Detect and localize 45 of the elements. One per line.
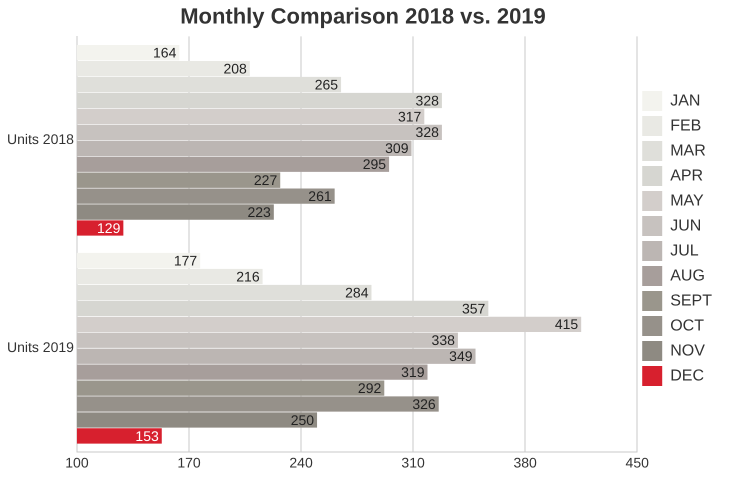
data-label: 349 [449, 348, 473, 364]
data-label: 338 [432, 332, 456, 348]
data-label: 164 [153, 44, 177, 61]
x-tick-label: 170 [177, 454, 201, 470]
data-label: 265 [314, 76, 338, 92]
y-tick-label: Units 2018 [6, 131, 74, 148]
data-label: 357 [462, 300, 486, 316]
x-tick-label: 450 [626, 454, 650, 470]
data-label: 208 [223, 60, 248, 76]
legend-label: MAR [670, 142, 706, 160]
data-label: 129 [96, 220, 121, 236]
legend-label: APR [670, 167, 704, 184]
data-label: 292 [358, 380, 382, 396]
data-label: 177 [174, 252, 198, 268]
data-label: 309 [385, 140, 409, 156]
x-tick-label: 310 [401, 454, 425, 470]
legend-label: MAY [670, 192, 704, 210]
data-label: 216 [236, 268, 260, 284]
data-label: 328 [416, 92, 440, 108]
legend-label: DEC [670, 367, 704, 384]
data-label: 223 [247, 204, 272, 220]
legend-label: FEB [670, 117, 702, 134]
data-label: 317 [398, 108, 422, 124]
data-label: 284 [345, 284, 369, 300]
y-tick-label: Units 2019 [6, 339, 74, 356]
legend-label: AUG [670, 267, 705, 284]
chart-title: Monthly Comparison 2018 vs. 2019 [180, 3, 546, 28]
data-label: 153 [135, 428, 159, 444]
data-label: 319 [401, 364, 425, 380]
legend-label: SEPT [670, 292, 712, 310]
x-tick-label: 240 [289, 454, 313, 470]
data-label: 295 [362, 156, 386, 172]
x-tick-label: 380 [513, 454, 538, 470]
data-label: 227 [254, 172, 278, 188]
x-tick-label: 100 [65, 454, 89, 470]
data-label: 250 [290, 412, 314, 428]
legend-label: OCT [670, 317, 704, 334]
data-label: 328 [416, 124, 440, 140]
legend-label: JAN [670, 92, 700, 110]
legend-label: JUN [670, 217, 702, 234]
data-label: 326 [412, 396, 436, 412]
legend-label: NOV [670, 342, 706, 360]
data-label: 261 [308, 188, 332, 204]
legend-label: JUL [670, 242, 699, 260]
data-label: 415 [554, 316, 578, 332]
